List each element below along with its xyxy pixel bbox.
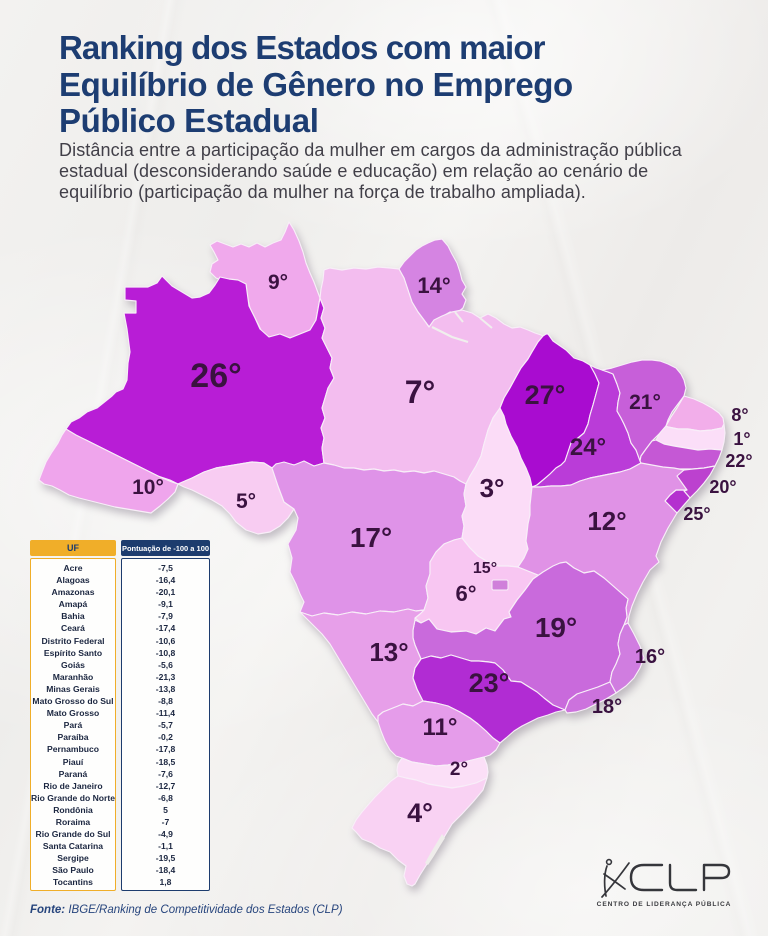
svg-text:11°: 11° [423,714,458,741]
svg-text:6°: 6° [455,581,476,606]
svg-text:19°: 19° [535,612,577,643]
svg-text:24°: 24° [570,434,606,461]
svg-text:7°: 7° [405,374,436,410]
svg-text:22°: 22° [725,451,752,471]
svg-text:23°: 23° [469,668,510,698]
svg-text:25°: 25° [683,504,710,524]
svg-text:12°: 12° [587,506,626,536]
svg-text:10°: 10° [132,476,164,499]
svg-text:17°: 17° [350,522,392,553]
svg-text:15°: 15° [473,560,497,577]
svg-text:9°: 9° [268,271,288,294]
svg-text:3°: 3° [480,473,505,503]
svg-text:20°: 20° [709,477,736,497]
svg-text:4°: 4° [407,798,433,828]
svg-text:2°: 2° [450,759,468,780]
svg-text:1°: 1° [733,429,750,449]
svg-text:8°: 8° [731,405,748,425]
svg-text:13°: 13° [369,637,408,667]
svg-text:14°: 14° [417,273,450,298]
svg-text:21°: 21° [629,391,661,414]
svg-text:27°: 27° [525,380,566,410]
svg-text:18°: 18° [592,696,622,718]
svg-text:26°: 26° [190,357,241,395]
svg-text:5°: 5° [236,490,256,513]
svg-text:16°: 16° [635,646,665,668]
